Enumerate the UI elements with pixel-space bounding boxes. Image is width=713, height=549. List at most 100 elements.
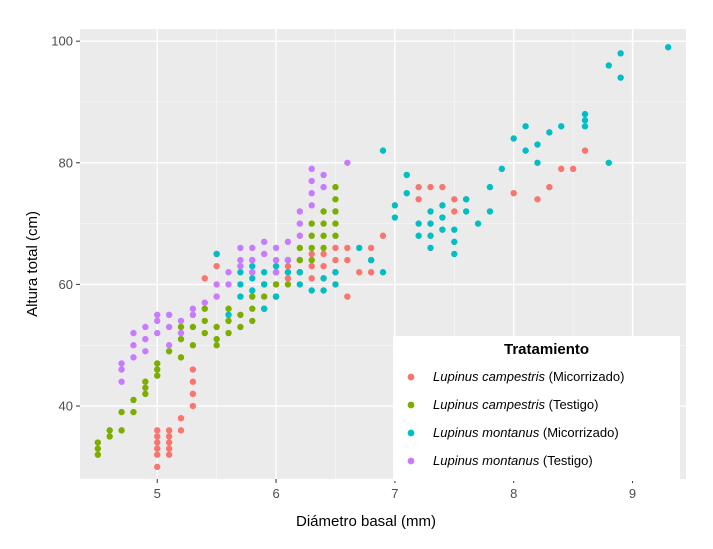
data-point: [165, 433, 173, 440]
data-point: [451, 196, 458, 203]
data-point: [308, 232, 315, 239]
data-point: [213, 262, 220, 270]
data-point: [486, 208, 494, 215]
data-point: [272, 281, 280, 288]
data-point: [201, 305, 208, 312]
data-point: [177, 427, 185, 434]
data-point: [332, 281, 339, 288]
data-point: [154, 317, 161, 325]
data-point: [177, 317, 185, 325]
data-point: [260, 269, 268, 276]
data-point: [308, 250, 315, 258]
data-point: [249, 244, 256, 252]
data-point: [462, 208, 470, 215]
data-point: [237, 262, 244, 270]
data-point: [165, 311, 173, 319]
data-point: [308, 244, 315, 252]
data-point: [308, 165, 315, 173]
data-point: [237, 244, 244, 252]
data-point: [522, 123, 529, 130]
x-tick-label: 5: [154, 486, 161, 501]
data-point: [213, 335, 220, 343]
data-point: [332, 196, 339, 203]
data-point: [605, 159, 612, 166]
data-point: [118, 366, 125, 373]
data-point: [94, 439, 102, 446]
data-point: [308, 220, 315, 227]
data-points: [94, 44, 672, 471]
data-point: [284, 238, 292, 246]
legend-label: Lupinus montanus (Micorrizado): [433, 425, 619, 440]
data-point: [260, 238, 268, 246]
legend: Tratamiento Lupinus campestris (Micorriz…: [393, 336, 680, 481]
legend-item: Lupinus campestris (Micorrizado): [407, 369, 624, 384]
data-point: [249, 275, 256, 282]
data-point: [534, 196, 541, 203]
data-point: [177, 329, 185, 337]
data-point: [510, 189, 517, 197]
x-tick-label: 8: [510, 486, 517, 501]
x-axis-title: Diámetro basal (mm): [296, 513, 436, 530]
data-point: [451, 208, 458, 215]
data-point: [332, 244, 339, 252]
data-point: [439, 214, 446, 221]
data-point: [320, 287, 327, 294]
data-point: [284, 281, 292, 288]
data-point: [213, 323, 220, 331]
data-point: [617, 50, 624, 57]
data-point: [415, 232, 422, 239]
data-point: [320, 208, 327, 215]
data-point: [296, 269, 304, 276]
data-point: [201, 275, 208, 282]
data-point: [332, 256, 339, 264]
data-point: [320, 232, 327, 239]
data-point: [486, 183, 494, 191]
y-tick-label: 80: [59, 155, 73, 170]
data-point: [130, 408, 137, 416]
data-point: [260, 250, 268, 258]
data-point: [272, 269, 280, 276]
data-point: [237, 256, 244, 264]
data-point: [249, 305, 256, 312]
data-point: [439, 226, 446, 233]
data-point: [142, 348, 149, 355]
data-point: [213, 281, 220, 288]
data-point: [249, 317, 256, 325]
data-point: [308, 256, 315, 264]
data-point: [581, 147, 589, 154]
data-point: [237, 311, 244, 319]
data-point: [320, 262, 327, 270]
data-point: [344, 159, 351, 166]
data-point: [189, 402, 197, 410]
data-point: [284, 256, 292, 264]
data-point: [308, 275, 315, 282]
data-point: [272, 293, 280, 300]
data-point: [439, 202, 446, 209]
data-point: [272, 244, 280, 252]
data-point: [558, 165, 565, 173]
data-point: [142, 390, 149, 398]
data-point: [391, 202, 399, 209]
data-point: [118, 360, 125, 367]
data-point: [154, 463, 161, 471]
data-point: [332, 208, 339, 215]
data-point: [344, 244, 351, 252]
data-point: [308, 287, 315, 294]
data-point: [201, 329, 208, 337]
data-point: [581, 123, 589, 130]
data-point: [130, 329, 137, 337]
data-point: [403, 171, 410, 179]
data-point: [427, 244, 434, 252]
data-point: [284, 269, 292, 276]
data-point: [296, 220, 304, 227]
data-point: [260, 281, 268, 288]
data-point: [154, 451, 161, 458]
data-point: [391, 214, 399, 221]
data-point: [344, 293, 351, 300]
data-point: [332, 183, 339, 191]
data-point: [177, 414, 185, 422]
data-point: [142, 378, 149, 385]
data-point: [154, 360, 161, 367]
data-point: [284, 275, 292, 282]
y-tick-label: 100: [51, 34, 73, 49]
